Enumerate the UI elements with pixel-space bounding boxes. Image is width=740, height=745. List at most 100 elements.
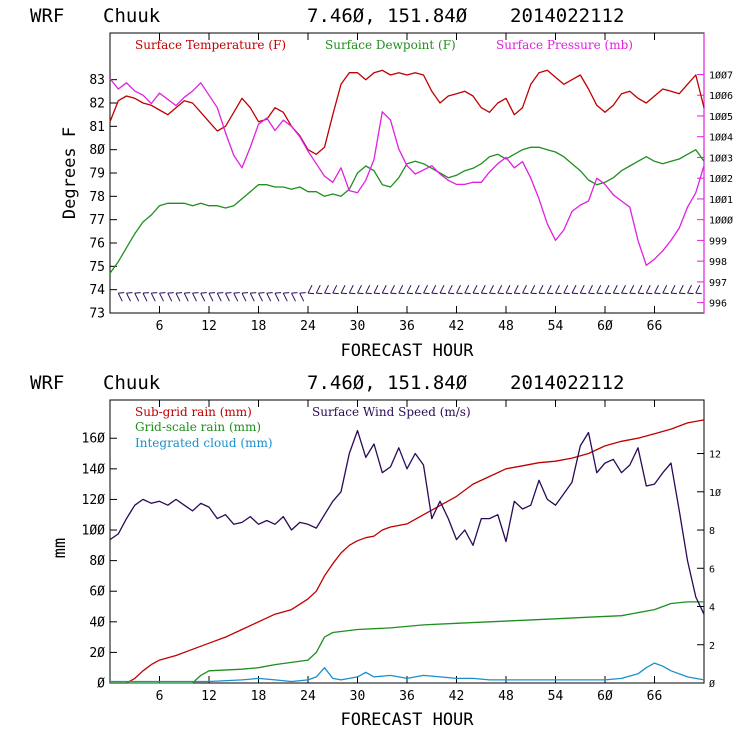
bottom-y-tick-label: 4Ø xyxy=(89,615,105,630)
bottom-x-tick-label: 12 xyxy=(201,689,217,704)
top-y-axis-label: Degrees F xyxy=(60,127,80,219)
top-series-surface-temperature-line xyxy=(109,69,705,155)
bottom-y-tick-label: 2Ø xyxy=(89,646,105,661)
wind-barb xyxy=(505,284,513,295)
top-y-tick-label: 8Ø xyxy=(89,143,105,158)
wind-barb xyxy=(324,284,331,295)
top-y2-tick-label: 1ØØ1 xyxy=(709,194,733,206)
top-x-tick-label: 36 xyxy=(399,319,415,334)
top-y-tick-label: 76 xyxy=(89,237,105,252)
top-y-tick-label: 82 xyxy=(89,97,105,112)
bottom-y-tick-label: 12Ø xyxy=(82,493,106,508)
bottom-y-axis-label: mm xyxy=(50,538,70,558)
top-y-tick-label: 79 xyxy=(89,167,105,182)
wind-barb xyxy=(489,284,496,295)
wind-barb xyxy=(291,292,298,302)
wind-barb xyxy=(167,292,174,302)
top-y2-tick-label: 1ØØ4 xyxy=(709,132,733,144)
wind-barb xyxy=(513,284,521,295)
bottom-x-axis-label: FORECAST HOUR xyxy=(340,710,474,730)
wind-barb xyxy=(216,292,224,302)
top-y-tick-label: 81 xyxy=(89,120,105,135)
top-x-tick-label: 42 xyxy=(449,319,465,334)
top-y2-tick-label: 1ØØ3 xyxy=(709,152,733,164)
wind-barb xyxy=(456,284,463,295)
wind-barb xyxy=(340,284,348,295)
wind-barb xyxy=(142,292,150,302)
top-run-label: 2014022112 xyxy=(510,5,624,27)
wind-barb xyxy=(357,284,364,295)
bottom-y2-tick-label: Ø xyxy=(709,678,715,690)
wind-barb xyxy=(249,292,257,302)
wind-barb xyxy=(637,284,645,295)
bottom-x-tick-label: 42 xyxy=(449,689,465,704)
bottom-y-tick-label: 14Ø xyxy=(82,462,106,477)
wind-barb xyxy=(621,284,628,295)
wind-barb xyxy=(670,284,678,295)
wind-barb xyxy=(266,292,273,302)
bottom-y-tick-label: 8Ø xyxy=(89,554,105,569)
wind-barb xyxy=(299,292,306,302)
bottom-y2-tick-label: 6 xyxy=(709,564,715,575)
wind-barb xyxy=(695,284,702,295)
bottom-x-tick-label: 6 xyxy=(156,689,164,704)
top-x-tick-label: 6Ø xyxy=(597,319,613,334)
top-y-tick-label: 75 xyxy=(89,260,105,275)
bottom-legend-subgrid: Sub-grid rain (mm) xyxy=(135,405,252,419)
bottom-y2-tick-label: 12 xyxy=(709,450,721,461)
wind-barb xyxy=(406,284,414,295)
top-x-tick-label: 66 xyxy=(647,319,663,334)
wind-barb xyxy=(604,284,612,295)
bottom-coords-label: 7.46Ø, 151.84Ø xyxy=(307,372,468,394)
wind-barb xyxy=(348,284,356,295)
wind-barb xyxy=(563,284,570,295)
wind-barb xyxy=(464,284,471,295)
bottom-x-tick-label: 36 xyxy=(399,689,415,704)
wind-barb xyxy=(315,284,323,295)
top-y2-tick-label: 1ØØ6 xyxy=(709,90,733,102)
wind-barb xyxy=(579,284,587,295)
bottom-y2-tick-label: 8 xyxy=(709,526,715,537)
top-x-tick-label: 24 xyxy=(300,319,316,334)
wind-barb xyxy=(555,284,562,295)
top-ticks: 6 12 18 24 30 36 42 48 54 6Ø 66 73 74 75 76 77 78 79 8Ø 81 8… xyxy=(89,33,733,334)
wind-barb xyxy=(447,284,455,295)
bottom-x-tick-label: 66 xyxy=(647,689,663,704)
wind-barb xyxy=(390,284,397,295)
wind-barb xyxy=(423,284,430,295)
wind-barb xyxy=(208,292,216,302)
top-y2-tick-label: 1ØØ7 xyxy=(709,69,733,81)
wind-barb xyxy=(159,292,166,302)
wind-barb xyxy=(398,284,405,295)
top-x-axis-label: FORECAST HOUR xyxy=(340,341,474,361)
top-model-label: WRF xyxy=(30,5,64,27)
top-y-tick-label: 73 xyxy=(89,307,105,322)
wind-barb xyxy=(439,284,447,295)
wind-barb xyxy=(662,284,669,295)
wind-barb xyxy=(274,292,282,302)
wind-barb xyxy=(414,284,422,295)
wind-barb xyxy=(538,284,546,295)
wind-barb xyxy=(480,284,488,295)
bottom-y-tick-label: 16Ø xyxy=(82,432,106,447)
bottom-series-integrated-cloud-line xyxy=(110,662,705,683)
wind-barb xyxy=(175,292,183,302)
wind-barb xyxy=(596,284,603,295)
top-x-tick-label: 30 xyxy=(350,319,366,334)
wind-barb xyxy=(546,284,554,295)
top-coords-label: 7.46Ø, 151.84Ø xyxy=(307,5,468,27)
wind-barb xyxy=(522,284,529,295)
wind-barb xyxy=(678,284,686,295)
bottom-legend-gridscale: Grid-scale rain (mm) xyxy=(135,420,261,434)
top-y2-tick-label: 997 xyxy=(709,278,727,289)
wind-barb xyxy=(497,284,504,295)
wind-barb xyxy=(381,284,389,295)
bottom-series-surface-wind-speed-line xyxy=(109,429,705,615)
wind-barb xyxy=(571,284,579,295)
bottom-y-tick-label: Ø xyxy=(97,677,105,692)
top-x-tick-label: 54 xyxy=(548,319,564,334)
wind-barb xyxy=(645,284,653,295)
wind-barb xyxy=(126,292,133,302)
bottom-y-tick-label: 6Ø xyxy=(89,585,105,600)
